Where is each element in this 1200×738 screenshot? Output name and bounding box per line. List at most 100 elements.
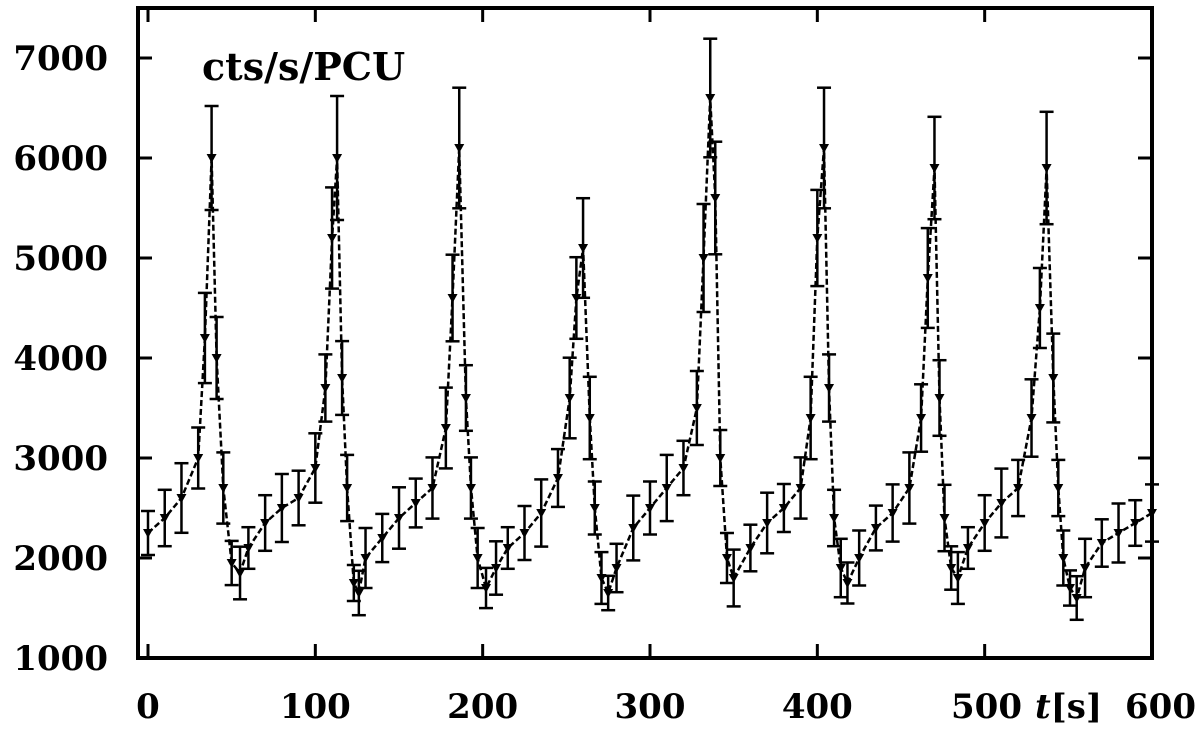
data-point — [408, 477, 423, 529]
data-point — [810, 188, 825, 288]
data-point — [452, 86, 467, 210]
data-point — [582, 375, 597, 461]
data-point — [191, 426, 206, 490]
x-tick-label: 400 — [782, 687, 853, 727]
point-marker — [519, 529, 530, 538]
y-tick-label: 6000 — [13, 139, 108, 179]
data-point — [852, 529, 867, 587]
x-tick-label: 0 — [136, 687, 160, 727]
data-point — [840, 561, 855, 605]
data-point — [318, 353, 333, 423]
data-point — [803, 375, 818, 461]
data-point — [562, 356, 577, 440]
y-tick-label: 4000 — [13, 339, 108, 379]
point-marker — [1065, 584, 1076, 593]
x-tick-label: 600 — [1125, 687, 1196, 727]
data-point — [358, 526, 373, 590]
point-marker — [199, 334, 210, 343]
point-marker — [260, 519, 271, 528]
point-marker — [176, 494, 187, 503]
data-point — [776, 482, 791, 534]
data-point — [944, 545, 959, 591]
data-point — [708, 140, 723, 256]
data-point — [479, 566, 494, 610]
point-marker — [447, 294, 458, 303]
x-tick-labels: 0 100 200 300 400 500 600 — [136, 687, 1196, 727]
data-point — [950, 550, 965, 606]
point-marker — [360, 554, 371, 563]
point-marker — [812, 234, 823, 243]
x-axis-label: t[s] — [1035, 687, 1102, 727]
point-marker — [762, 519, 773, 528]
data-point — [696, 202, 711, 314]
point-marker — [327, 234, 338, 243]
point-marker — [728, 574, 739, 583]
point-marker — [502, 544, 513, 553]
point-marker — [705, 94, 716, 103]
point-marker — [1026, 414, 1037, 423]
point-marker — [342, 484, 353, 493]
point-marker — [353, 589, 364, 598]
point-marker — [589, 504, 600, 513]
data-point — [927, 115, 942, 221]
data-point — [1039, 110, 1054, 226]
data-point — [676, 439, 691, 497]
data-point — [335, 339, 350, 417]
data-point — [330, 94, 345, 222]
data-point — [1056, 529, 1071, 587]
data-point — [994, 467, 1009, 539]
data-point — [743, 523, 758, 573]
data-point — [209, 315, 224, 401]
y-tick-label: 7000 — [13, 39, 108, 79]
point-marker — [1113, 529, 1124, 538]
point-marker — [962, 544, 973, 553]
data-point — [340, 453, 355, 523]
y-tick-labels: 1000 2000 3000 4000 5000 6000 7000 — [13, 39, 108, 679]
data-point — [174, 461, 189, 535]
point-marker — [934, 394, 945, 403]
data-point — [594, 550, 609, 606]
data-point — [470, 526, 485, 590]
point-marker — [564, 394, 575, 403]
point-marker — [916, 414, 927, 423]
point-marker — [887, 509, 898, 518]
point-marker — [628, 524, 639, 533]
x-axis-variable: t — [1035, 687, 1051, 727]
data-point — [216, 451, 231, 525]
point-marker — [491, 564, 502, 573]
point-marker — [745, 544, 756, 553]
point-marker — [870, 524, 881, 533]
point-marker — [710, 194, 721, 203]
data-point — [233, 545, 248, 601]
point-marker — [854, 554, 865, 563]
data-point — [609, 542, 624, 594]
point-marker — [481, 584, 492, 593]
point-marker — [472, 554, 483, 563]
point-marker — [143, 529, 153, 538]
data-point — [534, 478, 549, 548]
point-marker — [1034, 304, 1045, 313]
point-marker — [611, 564, 622, 573]
point-marker — [721, 554, 732, 563]
data-point — [626, 494, 641, 562]
data-point — [1011, 458, 1026, 518]
point-marker — [661, 484, 672, 493]
point-marker — [465, 484, 476, 493]
point-marker — [1071, 594, 1082, 603]
data-point — [920, 226, 935, 330]
point-marker — [226, 559, 237, 568]
data-point — [643, 480, 657, 536]
point-marker — [337, 374, 348, 383]
point-marker — [1053, 484, 1064, 493]
data-point — [274, 472, 289, 544]
point-marker — [678, 464, 689, 473]
data-point — [517, 504, 532, 562]
point-marker — [243, 544, 254, 553]
data-point — [914, 383, 929, 453]
point-marker — [310, 464, 321, 473]
point-marker — [939, 514, 950, 523]
data-point — [1078, 537, 1093, 599]
data-point — [204, 104, 219, 212]
point-marker — [348, 579, 359, 588]
